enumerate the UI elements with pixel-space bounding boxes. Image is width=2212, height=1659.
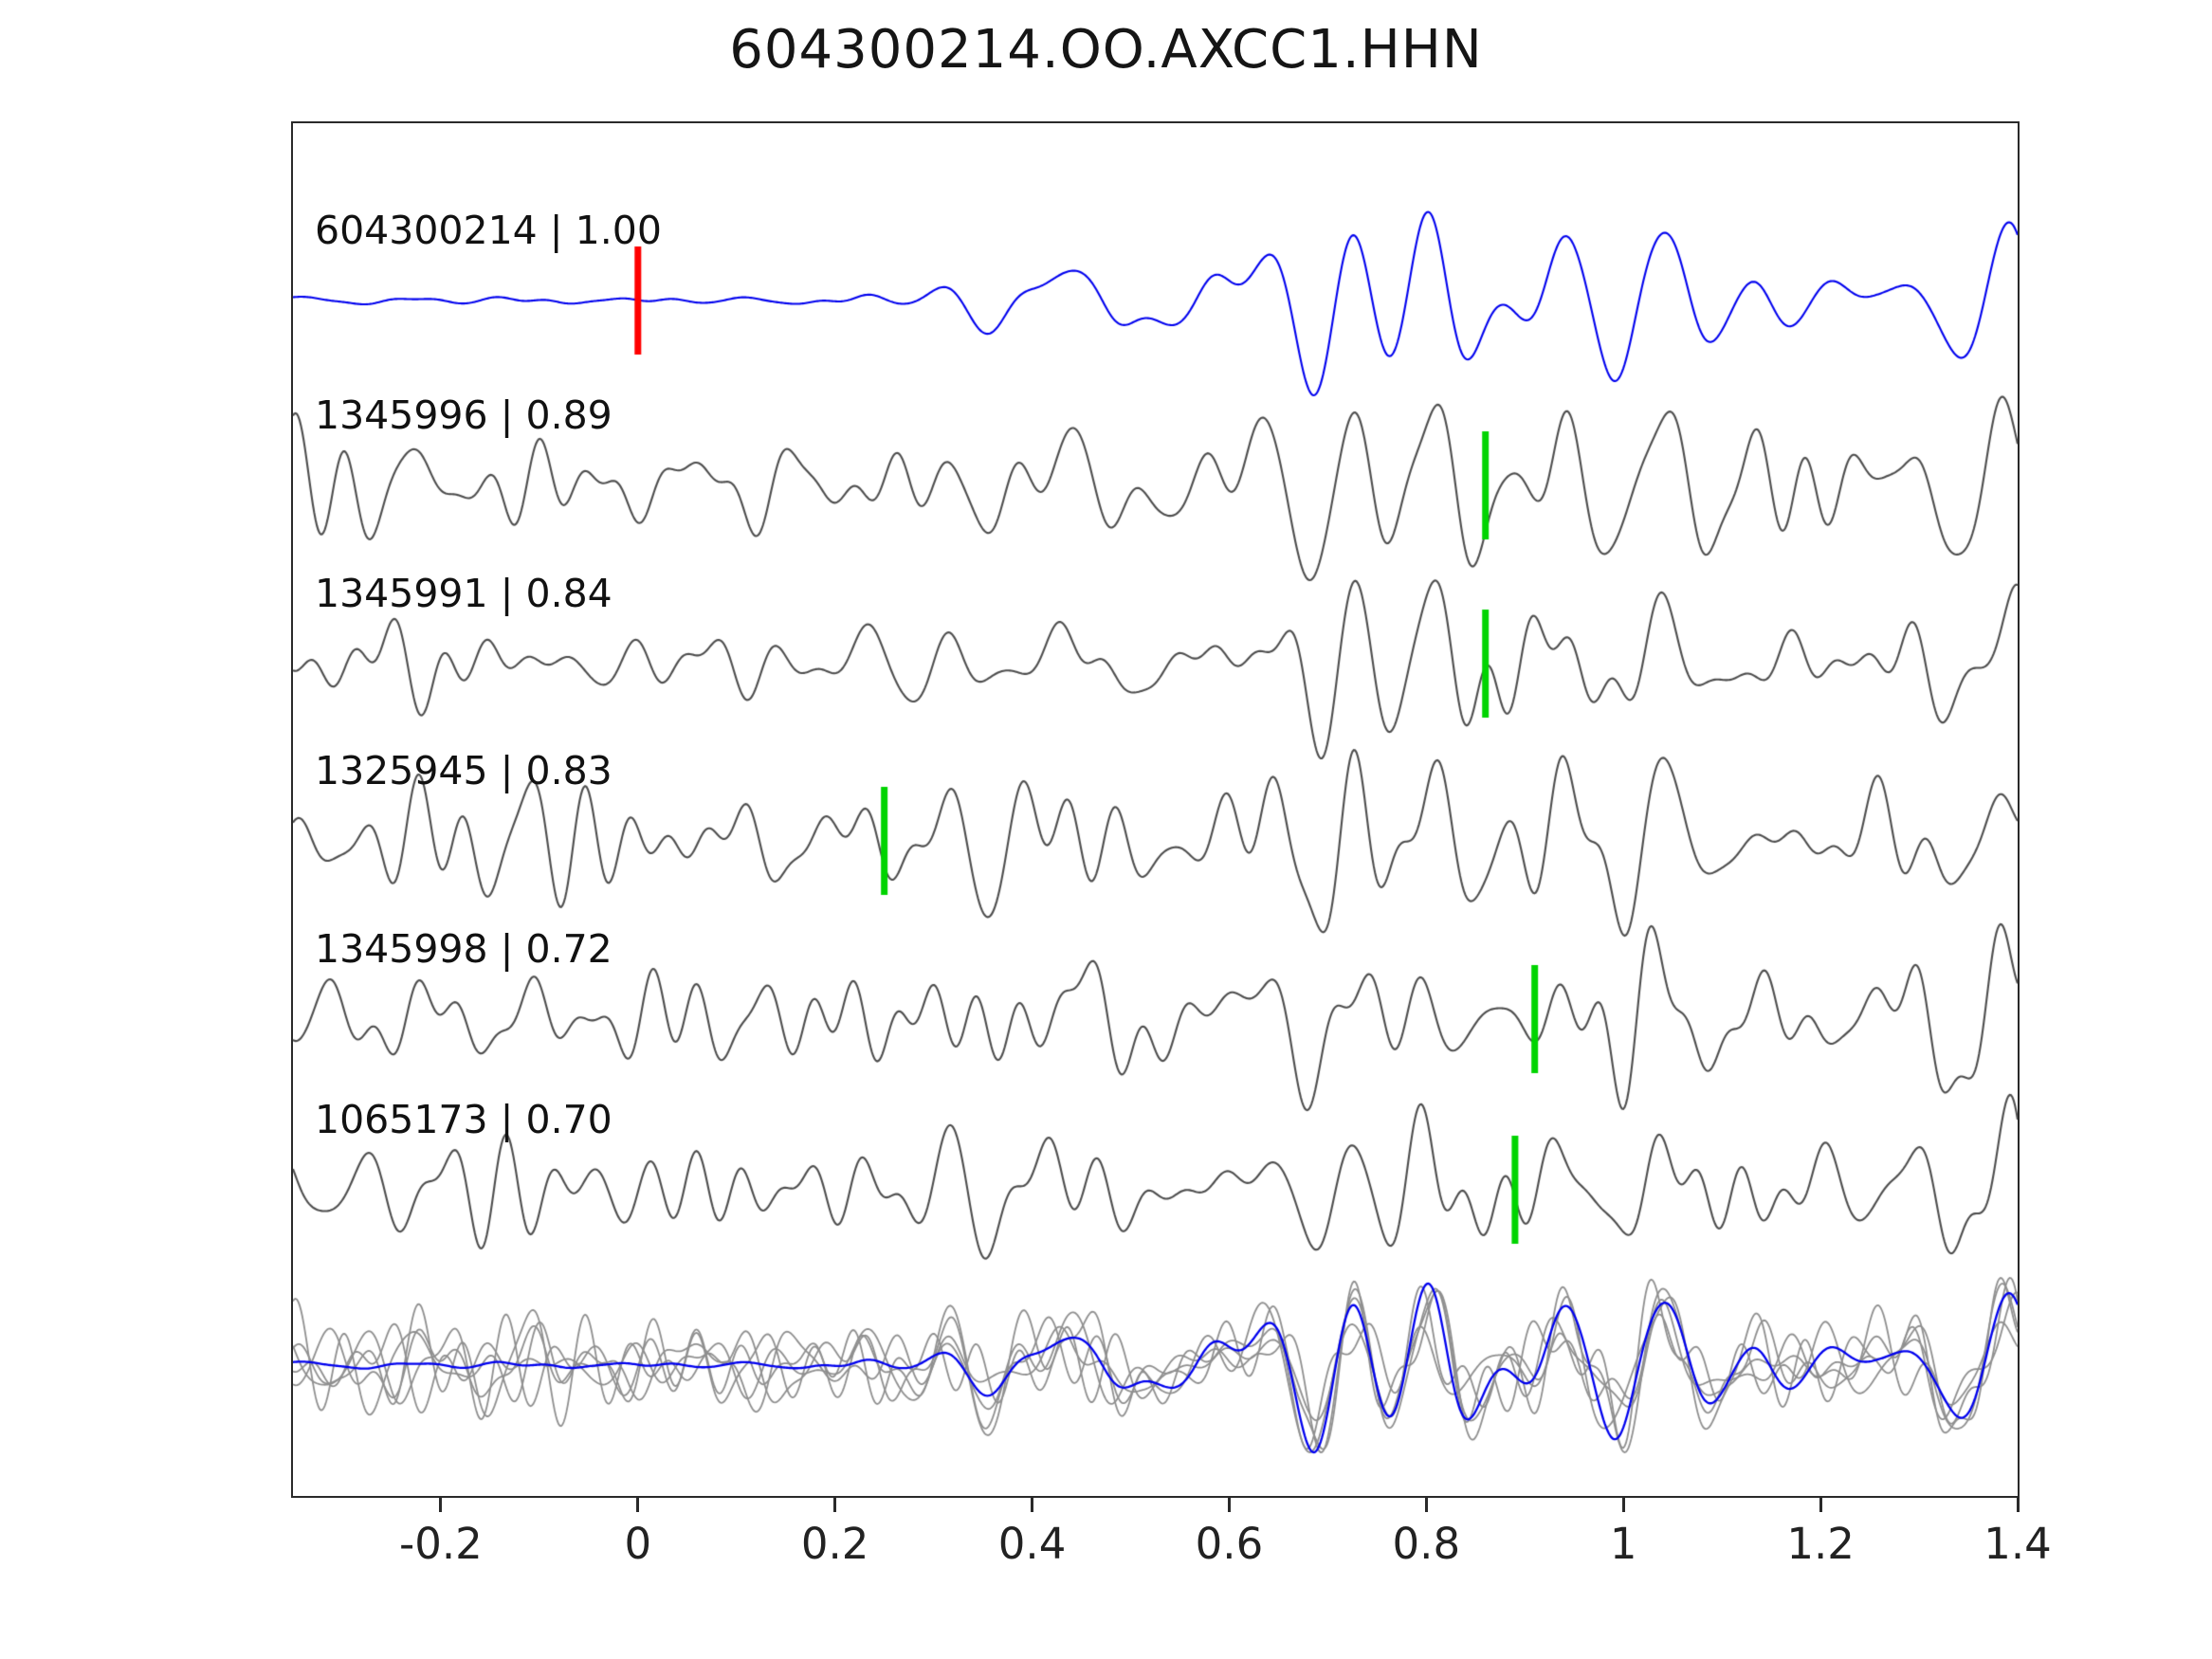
x-tick-label: 0.8 (1392, 1519, 1461, 1569)
x-tick-label: 1.2 (1786, 1519, 1855, 1569)
x-tick-mark (2016, 1498, 2020, 1512)
x-tick-mark (1621, 1498, 1625, 1512)
x-tick-label: 0 (624, 1519, 652, 1569)
x-tick-label: 0.2 (800, 1519, 869, 1569)
x-tick-mark (1819, 1498, 1822, 1512)
trace-label: 604300214 | 1.00 (315, 208, 662, 253)
x-tick-mark (636, 1498, 640, 1512)
plot-area: 604300214 | 1.00 1345996 | 0.89 1345991 | … (291, 121, 2020, 1498)
x-tick-label: 1.4 (1983, 1519, 2052, 1569)
x-tick-mark (1424, 1498, 1428, 1512)
x-tick-label: 0.4 (997, 1519, 1067, 1569)
chart-title: 604300214.OO.AXCC1.HHN (729, 19, 1483, 81)
x-tick-label: 1 (1609, 1519, 1637, 1569)
trace-label: 1325945 | 0.83 (315, 748, 612, 793)
trace-label: 1345998 | 0.72 (315, 926, 612, 972)
x-tick-label: 0.6 (1195, 1519, 1264, 1569)
trace-label: 1065173 | 0.70 (315, 1097, 612, 1142)
trace-label: 1345996 | 0.89 (315, 392, 612, 438)
x-tick-mark (1031, 1498, 1034, 1512)
waveform-canvas (293, 123, 2018, 1496)
x-tick-mark (1227, 1498, 1231, 1512)
x-tick-label: -0.2 (399, 1519, 483, 1569)
x-tick-mark (439, 1498, 443, 1512)
trace-label: 1345991 | 0.84 (315, 571, 612, 616)
x-tick-mark (833, 1498, 837, 1512)
